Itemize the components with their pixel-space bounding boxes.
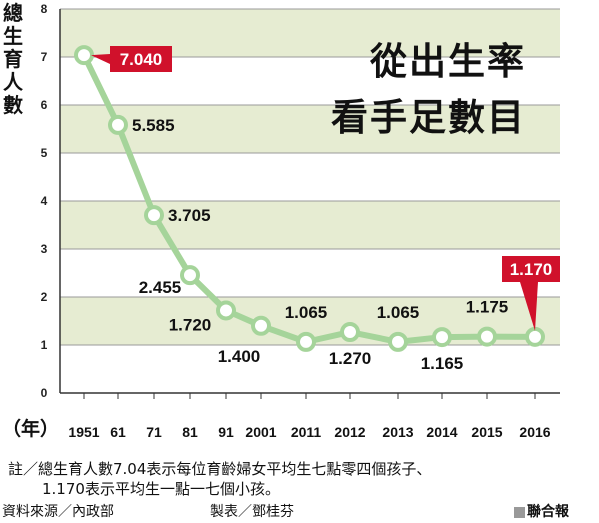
y-tick-label: 4: [41, 194, 48, 208]
headline-line1: 從出生率: [370, 40, 526, 83]
data-label: 1.400: [218, 347, 261, 366]
x-tick-label: 2012: [334, 424, 365, 440]
y-tick-label: 7: [41, 50, 48, 64]
y-tick-label: 2: [41, 290, 48, 304]
data-point: [296, 331, 316, 352]
data-label: 1.270: [329, 349, 372, 368]
data-point: [108, 114, 128, 135]
maker-credit: 製表／鄧桂芬: [210, 504, 294, 520]
x-tick-label: 2001: [245, 424, 276, 440]
x-tick-label: 81: [182, 424, 198, 440]
y-axis-label: 總生育人數: [3, 1, 23, 117]
y-tick-label: 1: [41, 338, 48, 352]
data-label-highlight: 7.040: [120, 50, 163, 69]
x-tick-label: 2015: [471, 424, 502, 440]
grid-band: [60, 201, 560, 249]
data-label-highlight: 1.170: [510, 260, 553, 279]
x-tick-label: 2014: [426, 424, 457, 440]
data-point: [180, 265, 200, 286]
footnote-line1: 註／總生育人數7.04表示每位育齡婦女平均生七點零四個孩子、: [8, 460, 432, 478]
y-tick-label: 3: [41, 242, 48, 256]
brand-credit: 聯合報: [514, 501, 569, 521]
data-label: 3.705: [168, 206, 211, 225]
data-point: [144, 205, 164, 226]
y-tick-label: 6: [41, 98, 48, 112]
brand-square-icon: [514, 506, 525, 518]
brand-name: 聯合報: [527, 504, 569, 520]
x-tick-label: 71: [146, 424, 162, 440]
data-label: 1.165: [421, 354, 464, 373]
data-label: 1.720: [169, 315, 212, 334]
data-point: [340, 322, 360, 343]
source-credit: 資料來源／內政部: [2, 504, 114, 520]
x-tick-label: 1951: [68, 424, 99, 440]
data-label: 1.065: [285, 303, 328, 322]
data-label: 2.455: [139, 278, 182, 297]
x-axis-unit-label: （年）: [2, 418, 60, 440]
grid-band: [60, 105, 560, 153]
data-label: 5.585: [132, 116, 175, 135]
data-point: [477, 326, 497, 347]
data-point: [251, 315, 271, 336]
y-tick-label: 5: [41, 146, 48, 160]
data-point: [432, 327, 452, 348]
footer: 資料來源／內政部 製表／鄧桂芬 聯合報: [0, 501, 599, 521]
x-tick-label: 2016: [519, 424, 550, 440]
grid-band: [60, 345, 560, 393]
data-point: [525, 326, 545, 347]
callout-pointer: [91, 54, 110, 64]
fertility-line-chart: 0 1 2 3 4 5 6 7 8 1951 61 71 81 91 2001 2011 2012 2013 201…: [41, 2, 560, 440]
data-point: [388, 331, 408, 352]
data-point: [216, 300, 236, 321]
footnote: 註／總生育人數7.04表示每位育齡婦女平均生七點零四個孩子、 1.170表示平均…: [8, 459, 596, 499]
callout-box: [110, 46, 172, 72]
x-tick-label: 2011: [291, 424, 322, 440]
x-tick-label: 61: [110, 424, 126, 440]
callout-box: [502, 256, 560, 282]
data-label: 1.175: [466, 298, 509, 317]
callout-pointer: [520, 282, 538, 331]
x-tick-label: 91: [218, 424, 234, 440]
grid-band: [60, 249, 560, 297]
y-tick-label: 0: [41, 386, 48, 400]
y-tick-label: 8: [41, 2, 48, 16]
headline-line2: 看手足數目: [331, 96, 526, 139]
data-label: 1.065: [377, 303, 420, 322]
footnote-line2: 1.170表示平均生一點一七個小孩。: [42, 480, 280, 498]
data-point: [74, 45, 94, 66]
x-tick-label: 2013: [382, 424, 413, 440]
